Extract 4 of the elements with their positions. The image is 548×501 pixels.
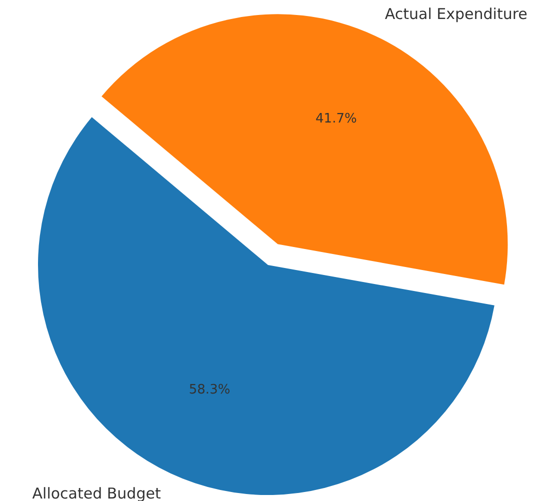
data-label: 41.7% xyxy=(316,112,357,127)
slice-label: Actual Expenditure xyxy=(384,5,528,24)
data-label: 58.3% xyxy=(188,382,230,398)
slice-label: Allocated Budget xyxy=(32,484,161,501)
